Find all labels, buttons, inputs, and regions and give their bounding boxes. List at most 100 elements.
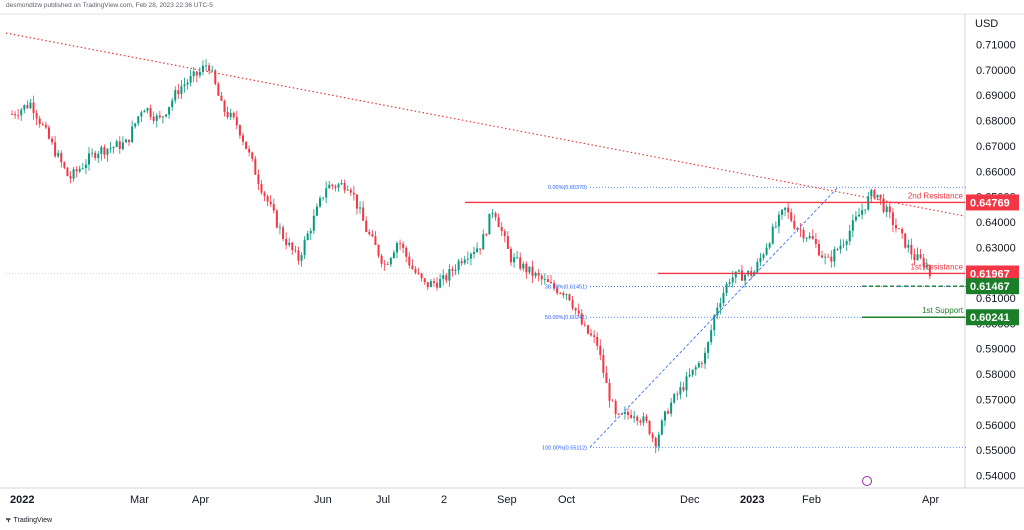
candle-body (774, 226, 777, 228)
candle-body (599, 345, 602, 356)
candle-body (722, 292, 725, 304)
candle-body (211, 70, 214, 72)
candle-body (553, 282, 556, 289)
candle-body (842, 244, 845, 246)
price-axis[interactable]: USD 0.71000 0.70000 0.69000 0.68000 0.67000 0.… (975, 18, 1016, 482)
candle-body (217, 83, 220, 96)
candle-body (23, 105, 26, 110)
candle-body (762, 254, 765, 258)
candle-body (278, 227, 281, 229)
candle-body (402, 243, 405, 248)
candle-body (811, 235, 814, 240)
candle-body (315, 206, 318, 216)
y-tick-label: 0.70000 (976, 65, 1016, 77)
candle-body (300, 255, 303, 261)
candle-body (839, 245, 842, 250)
candle-body (522, 263, 525, 269)
candle-body (112, 146, 115, 148)
candle-body (88, 153, 90, 165)
candle-body (550, 282, 552, 283)
candle-body (756, 261, 759, 272)
y-tick-label: 0.71000 (976, 40, 1016, 52)
candle-body (355, 194, 358, 209)
x-tick-label: Jun (314, 494, 332, 506)
candle-body (676, 394, 679, 396)
candle-body (75, 169, 78, 172)
candle-body (858, 214, 860, 217)
candle-body (183, 84, 186, 87)
candle-body (229, 112, 232, 118)
candle-body (534, 272, 537, 276)
x-tick-label: Oct (558, 494, 575, 506)
chart-overlays: 0.00%(0.65370) 38.20%(0.61451) 50.00%(0.60… (5, 32, 968, 486)
candle-body (910, 244, 913, 255)
candle-body (497, 217, 500, 228)
candle-body (457, 261, 460, 270)
candle-body (657, 434, 660, 447)
candle-body (291, 242, 294, 250)
candle-body (710, 330, 713, 343)
candle-body (642, 416, 645, 423)
candle-body (109, 147, 112, 149)
candle-body (198, 71, 201, 76)
candle-body (220, 95, 223, 101)
y-tick-label: 0.69000 (976, 90, 1016, 102)
candle-body (414, 269, 417, 273)
candle-body (282, 227, 285, 239)
candle-body (226, 111, 229, 118)
y-tick-label: 0.64000 (976, 217, 1016, 229)
y-tick-label: 0.57000 (976, 394, 1016, 406)
candle-body (845, 241, 848, 245)
candle-body (476, 248, 479, 253)
x-tick-label: Feb (802, 494, 821, 506)
candle-body (94, 152, 97, 159)
candle-body (891, 212, 894, 226)
y-tick-label: 0.68000 (976, 116, 1016, 128)
candle-body (208, 65, 211, 72)
candle-body (719, 303, 722, 308)
candle-body (389, 257, 392, 265)
candle-body (294, 249, 297, 251)
candle-body (251, 152, 254, 159)
candle-body (97, 153, 100, 159)
candle-body (602, 355, 605, 373)
candle-body (494, 213, 497, 218)
candle-body (565, 294, 568, 296)
candle-body (66, 167, 69, 176)
candle-body (171, 100, 174, 108)
candle-body (161, 116, 164, 118)
x-tick-label: Apr (922, 494, 939, 506)
candle-body (479, 248, 482, 250)
candle-body (140, 112, 143, 117)
candle-body (916, 254, 919, 261)
candle-body (371, 234, 374, 237)
candle-body (186, 82, 189, 85)
price-tag-box (966, 194, 1019, 211)
candle-body (543, 279, 546, 281)
candle-body (679, 387, 682, 395)
candle-body (201, 65, 204, 72)
y-tick-label: 0.66000 (976, 166, 1016, 178)
candle-body (420, 273, 423, 279)
candle-body (525, 263, 528, 273)
price-tag-box (966, 265, 1019, 282)
candle-body (44, 124, 47, 128)
candle-body (374, 236, 377, 246)
candle-body (331, 184, 334, 187)
candle-body (765, 247, 768, 255)
candle-body (463, 259, 466, 264)
candle-body (790, 212, 793, 221)
candle-body (836, 249, 839, 251)
event-marker-icon[interactable] (862, 476, 872, 486)
candle-body (78, 168, 81, 172)
candle-body (827, 256, 830, 258)
candle-body (466, 258, 469, 260)
candle-body (306, 233, 309, 240)
time-axis[interactable]: 2022 Mar Apr Jun Jul 2 Sep Oct Dec 2023 Feb Apr (10, 494, 939, 506)
candle-body (451, 269, 454, 271)
candle-body (614, 401, 617, 414)
candle-body (777, 214, 780, 227)
candle-body (128, 139, 131, 143)
candle-body (408, 256, 411, 266)
